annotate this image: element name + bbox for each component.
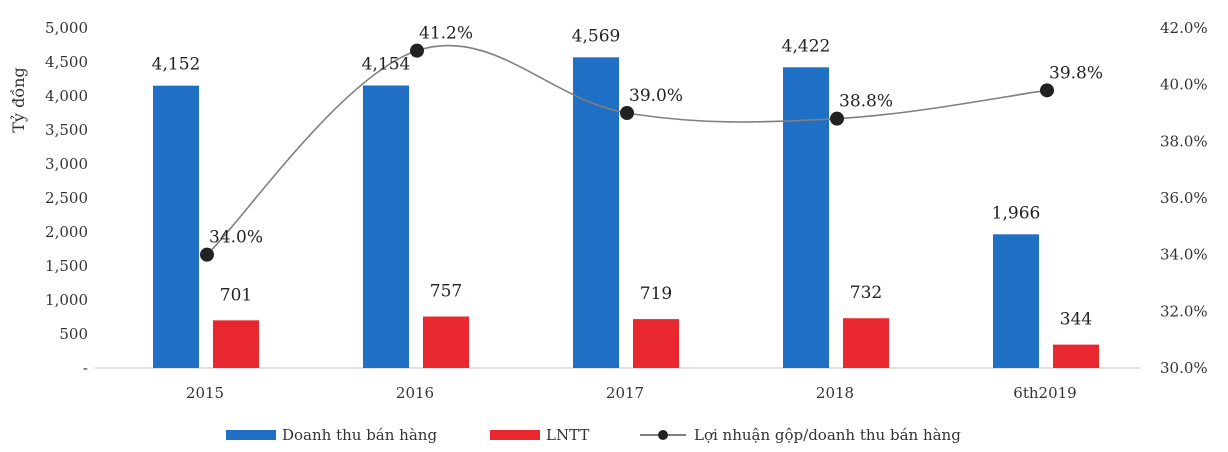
revenue-data-label: 4,154: [362, 55, 411, 75]
revenue-bar: [153, 85, 199, 368]
y2-tick-label: 36.0%: [1160, 189, 1208, 207]
revenue-bar: [993, 234, 1039, 368]
legend-swatch-gross-margin-marker: [658, 430, 668, 440]
profit-before-tax-data-label: 719: [640, 284, 672, 304]
y2-tick-label: 34.0%: [1160, 246, 1208, 264]
gross-margin-data-label: 39.8%: [1049, 63, 1103, 83]
y-tick-label: 3,500: [45, 121, 88, 139]
gross-margin-data-label: 34.0%: [209, 228, 263, 248]
y-tick-label: 1,500: [45, 257, 88, 275]
profit-before-tax-data-label: 701: [220, 285, 252, 305]
gross-margin-point: [620, 106, 634, 120]
profit-before-tax-bar: [423, 316, 469, 368]
y-tick-label: -: [83, 359, 88, 377]
y-tick-label: 5,000: [45, 19, 88, 37]
revenue-bar: [783, 67, 829, 368]
gross-margin-data-label: 39.0%: [629, 86, 683, 106]
legend-swatch-profit-before-tax: [490, 430, 540, 440]
profit-before-tax-data-label: 732: [850, 283, 882, 303]
gross-margin-line: [206, 44, 1048, 256]
revenue-data-label: 4,569: [572, 26, 621, 46]
revenue-data-label: 1,966: [992, 203, 1041, 223]
profit-before-tax-bar: [213, 320, 259, 368]
x-tick-label: 2018: [816, 384, 854, 402]
y-tick-label: 3,000: [45, 155, 88, 173]
y-tick-label: 2,000: [45, 223, 88, 241]
legend-label-revenue: Doanh thu bán hàng: [282, 426, 437, 444]
x-tick-label: 2015: [186, 384, 224, 402]
y2-tick-label: 40.0%: [1160, 76, 1208, 94]
gross-margin-point: [200, 247, 214, 262]
y2-tick-label: 38.0%: [1160, 132, 1208, 150]
profit-before-tax-bar: [633, 319, 679, 368]
x-tick-label: 2017: [606, 384, 644, 402]
gross-margin-data-label: 38.8%: [839, 92, 893, 112]
legend-swatch-revenue: [226, 430, 276, 440]
y-tick-label: 500: [59, 325, 88, 343]
gross-margin-point: [410, 43, 424, 58]
y-tick-label: 1,000: [45, 291, 88, 309]
legend-label-gross-margin: Lợi nhuận gộp/doanh thu bán hàng: [694, 426, 961, 444]
revenue-bar: [363, 85, 409, 368]
y-axis-title: Tỷ đồng: [9, 67, 28, 132]
profit-before-tax-bar: [1053, 344, 1099, 368]
revenue-data-label: 4,152: [152, 55, 201, 75]
x-tick-label: 6th2019: [1013, 384, 1076, 402]
legend-label-profit-before-tax: LNTT: [546, 426, 589, 444]
y2-tick-label: 32.0%: [1160, 302, 1208, 320]
profit-before-tax-data-label: 757: [430, 282, 462, 302]
profit-before-tax-bar: [843, 318, 889, 368]
y2-tick-label: 42.0%: [1160, 19, 1208, 37]
revenue-data-label: 4,422: [782, 36, 831, 56]
x-tick-label: 2016: [396, 384, 434, 402]
profit-before-tax-data-label: 344: [1060, 310, 1092, 330]
y2-tick-label: 30.0%: [1160, 359, 1208, 377]
y-tick-label: 2,500: [45, 189, 88, 207]
y-tick-label: 4,500: [45, 53, 88, 71]
gross-margin-point: [830, 111, 844, 126]
y-tick-label: 4,000: [45, 87, 88, 105]
gross-margin-point: [1040, 83, 1054, 98]
gross-margin-data-label: 41.2%: [419, 24, 473, 44]
